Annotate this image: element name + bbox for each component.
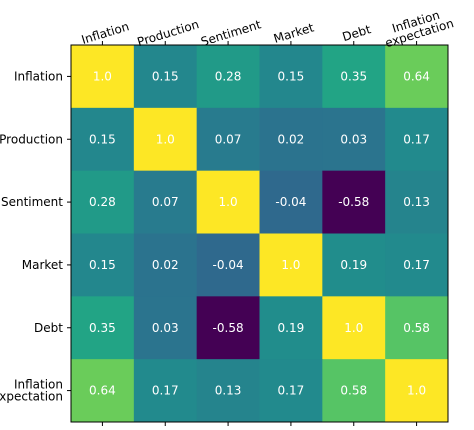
- cell-value-label-5-0: 0.64: [89, 384, 116, 398]
- heatmap-cell-3-4: [322, 233, 386, 297]
- y-tick-label-inflation-expectation: Inflationexpectation: [0, 378, 63, 404]
- heatmap-cell-2-3: [259, 170, 323, 234]
- heatmap-cell-3-1: [133, 233, 198, 297]
- heatmap-cell-4-2: [196, 296, 260, 360]
- cell-value-label-2-4: -0.58: [338, 195, 369, 209]
- cell-value-label-5-3: 0.17: [278, 384, 305, 398]
- y-tick-label-sentiment: Sentiment: [1, 195, 63, 209]
- heatmap-cell-2-1: [133, 170, 198, 234]
- cell-value-label-0-1: 0.15: [152, 69, 179, 83]
- cell-value-label-5-2: 0.13: [215, 384, 242, 398]
- heatmap-cell-0-3: [259, 45, 323, 109]
- heatmap-cell-0-2: [196, 45, 260, 109]
- cell-value-label-4-3: 0.19: [278, 321, 305, 335]
- cell-value-label-5-4: 0.58: [340, 384, 367, 398]
- cell-value-label-3-2: -0.04: [213, 258, 244, 272]
- heatmap-cell-5-4: [322, 359, 386, 423]
- x-tick-label-inflation-expectation: Inflationexpectation: [380, 5, 455, 51]
- cell-value-label-3-0: 0.15: [89, 258, 116, 272]
- heatmap-cell-2-0: [71, 170, 135, 234]
- heatmap-cell-0-5: [385, 45, 449, 109]
- x-tick-label-sentiment: Sentiment: [199, 17, 263, 49]
- cell-value-label-4-1: 0.03: [152, 321, 179, 335]
- heatmap-cell-1-0: [71, 107, 135, 172]
- heatmap-cell-3-5: [385, 233, 449, 297]
- heatmap-cell-0-0: [71, 45, 135, 109]
- heatmap-cell-1-4: [322, 107, 386, 172]
- cell-value-label-0-0: 1.0: [93, 69, 112, 83]
- heatmap-cell-4-0: [71, 296, 135, 360]
- cell-value-label-5-1: 0.17: [152, 384, 179, 398]
- heatmap-cells: 1.0 0.15 0.28 0.15 0.35 0.64 0.15 1.0 0.07 0.02 0.…: [71, 45, 449, 423]
- heatmap-cell-5-0: [71, 359, 135, 423]
- cell-value-label-0-4: 0.35: [340, 69, 367, 83]
- cell-value-label-4-2: -0.58: [213, 321, 244, 335]
- heatmap-cell-5-1: [133, 359, 198, 423]
- heatmap-cell-3-3: [259, 233, 323, 297]
- y-tick-label-market: Market: [22, 258, 64, 272]
- cell-value-label-2-3: -0.04: [275, 195, 306, 209]
- cell-value-label-0-3: 0.15: [278, 69, 305, 83]
- heatmap-cell-4-3: [259, 296, 323, 360]
- cell-value-label-1-0: 0.15: [89, 132, 116, 146]
- heatmap-cell-1-1: [133, 107, 198, 172]
- heatmap-cell-4-1: [133, 296, 198, 360]
- heatmap-cell-1-3: [259, 107, 323, 172]
- cell-value-label-1-3: 0.02: [278, 132, 305, 146]
- cell-value-label-0-2: 0.28: [215, 69, 242, 83]
- heatmap-cell-0-1: [133, 45, 198, 109]
- cell-value-label-1-1: 1.0: [156, 132, 175, 146]
- y-tick-label-inflation: Inflation: [14, 69, 63, 83]
- heatmap-cell-1-2: [196, 107, 260, 172]
- cell-value-label-2-0: 0.28: [89, 195, 116, 209]
- cell-value-label-3-3: 1.0: [281, 258, 300, 272]
- heatmap-cell-5-2: [196, 359, 260, 423]
- heatmap-cell-2-4: [322, 170, 386, 234]
- heatmap-cell-5-3: [259, 359, 323, 423]
- cell-value-label-4-0: 0.35: [89, 321, 116, 335]
- cell-value-label-1-2: 0.07: [215, 132, 242, 146]
- x-tick-label-production: Production: [136, 17, 201, 49]
- heatmap-cell-5-5: [385, 359, 449, 423]
- y-tick-label-debt: Debt: [34, 321, 63, 335]
- axis-ticks: [67, 41, 418, 426]
- cell-value-label-1-4: 0.03: [340, 132, 367, 146]
- cell-value-label-2-5: 0.13: [403, 195, 430, 209]
- heatmap-cell-0-4: [322, 45, 386, 109]
- heatmap-cell-1-5: [385, 107, 449, 172]
- x-tick-label-market: Market: [272, 20, 316, 46]
- heatmap-cell-3-2: [196, 233, 260, 297]
- cell-value-label-2-2: 1.0: [219, 195, 238, 209]
- cell-value-label-5-5: 1.0: [407, 384, 426, 398]
- heatmap-cell-2-2: [196, 170, 260, 234]
- x-tick-label-inflation: Inflation: [80, 19, 131, 47]
- heatmap-cell-4-5: [385, 296, 449, 360]
- heatmap-cell-3-0: [71, 233, 135, 297]
- y-tick-label-production: Production: [0, 132, 63, 146]
- cell-value-label-0-5: 0.64: [403, 69, 430, 83]
- plot-frame: [70, 44, 449, 423]
- cell-value-label-2-1: 0.07: [152, 195, 179, 209]
- heatmap-cell-4-4: [322, 296, 386, 360]
- cell-value-label-3-4: 0.19: [340, 258, 367, 272]
- cell-value-label-3-1: 0.02: [152, 258, 179, 272]
- cell-value-label-4-4: 1.0: [344, 321, 363, 335]
- cell-value-label-4-5: 0.58: [403, 321, 430, 335]
- cell-value-label-1-5: 0.17: [403, 132, 430, 146]
- cell-value-label-3-5: 0.17: [403, 258, 430, 272]
- x-tick-label-debt: Debt: [341, 22, 373, 44]
- heatmap-cell-2-5: [385, 170, 449, 234]
